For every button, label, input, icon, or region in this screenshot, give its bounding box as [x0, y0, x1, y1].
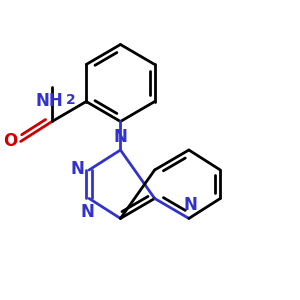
Text: N: N: [81, 203, 94, 221]
Text: 2: 2: [66, 93, 76, 107]
Text: N: N: [183, 196, 197, 214]
Text: N: N: [71, 160, 85, 178]
Text: NH: NH: [35, 92, 63, 110]
Text: O: O: [3, 132, 17, 150]
Text: N: N: [113, 128, 128, 146]
